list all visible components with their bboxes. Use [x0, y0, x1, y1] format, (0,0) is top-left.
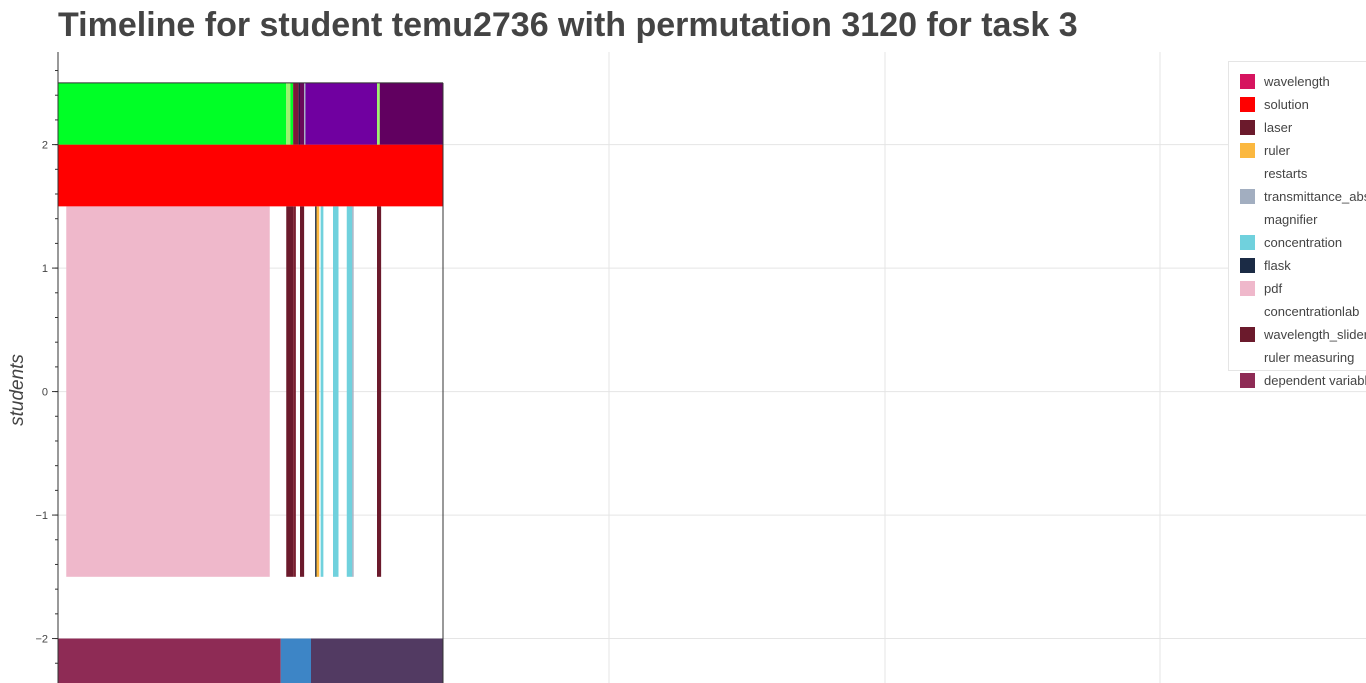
legend-item[interactable]: pdf [1240, 278, 1282, 298]
legend-label: wavelength [1264, 73, 1330, 89]
legend-swatch [1240, 165, 1255, 181]
timeline-bar [290, 82, 294, 145]
timeline-bar [379, 82, 443, 145]
legend-swatch [1240, 73, 1255, 89]
legend-item[interactable]: ruler measuring [1240, 347, 1354, 367]
timeline-bar [311, 638, 443, 683]
timeline-bars [58, 82, 443, 683]
legend-swatch [1240, 142, 1255, 158]
legend-swatch [1240, 119, 1255, 135]
legend-label: flask [1264, 257, 1291, 273]
legend-item[interactable]: solution [1240, 94, 1309, 114]
legend-label: concentration [1264, 234, 1343, 250]
legend-label: magnifier [1264, 211, 1318, 227]
y-axis: 2 1 0 −1 −2 [35, 52, 59, 683]
timeline-bar [66, 206, 270, 577]
timeline-bar [58, 82, 287, 145]
legend-label: dependent variable [1264, 372, 1366, 388]
legend-swatch [1240, 349, 1255, 365]
legend-label: ruler measuring [1264, 349, 1355, 365]
legend-label: restarts [1264, 165, 1308, 181]
timeline-bar [58, 144, 443, 207]
plot-frame [58, 82, 444, 683]
y-tick-label: 1 [42, 263, 48, 275]
legend: wavelength solution laser ruler restarts tran… [1228, 61, 1366, 388]
timeline-bar [300, 206, 305, 577]
legend-swatch [1240, 326, 1255, 342]
legend-swatch [1240, 280, 1255, 296]
legend-swatch [1240, 188, 1255, 204]
legend-swatch [1240, 303, 1255, 319]
legend-item[interactable]: laser [1240, 117, 1292, 137]
y-tick-label: −1 [35, 510, 48, 522]
legend-item[interactable]: restarts [1240, 163, 1307, 183]
legend-swatch [1240, 211, 1255, 227]
timeline-bar [300, 82, 305, 145]
timeline-bar [280, 638, 311, 683]
legend-label: ruler [1264, 142, 1291, 158]
legend-swatch [1240, 234, 1255, 250]
y-tick-label: 0 [42, 387, 48, 399]
legend-swatch [1240, 372, 1255, 388]
y-tick-label: −2 [35, 634, 48, 646]
legend-swatch [1240, 96, 1255, 112]
y-axis-label: students [7, 354, 28, 426]
legend-label: concentrationlab [1264, 303, 1360, 319]
legend-item[interactable]: concentration [1240, 232, 1342, 252]
legend-swatch [1240, 257, 1255, 273]
timeline-bar [320, 206, 324, 577]
legend-item[interactable]: dependent variable [1240, 370, 1366, 390]
timeline-bar [58, 638, 281, 683]
legend-label: solution [1264, 96, 1309, 112]
legend-label: laser [1264, 119, 1293, 135]
legend-label: transmittance_abs [1264, 188, 1366, 204]
timeline-bar [286, 206, 294, 577]
timeline-bar [286, 82, 291, 145]
legend-item[interactable]: transmittance_abs [1240, 186, 1366, 206]
timeline-bar [346, 206, 353, 577]
timeline-bar [377, 206, 382, 577]
timeline-bar [298, 82, 300, 145]
timeline-bar [377, 82, 380, 145]
legend-label: pdf [1264, 280, 1283, 296]
timeline-bar [304, 82, 306, 145]
legend-label: wavelength_slider [1264, 326, 1366, 342]
timeline-bar [315, 206, 317, 577]
timeline-bar [293, 206, 296, 577]
timeline-bar [293, 82, 299, 145]
y-tick-label: 2 [42, 140, 48, 152]
timeline-bar [352, 206, 354, 577]
legend-item[interactable]: wavelength [1240, 71, 1330, 91]
legend-item[interactable]: wavelength_slider [1240, 324, 1366, 344]
legend-item[interactable]: ruler [1240, 140, 1290, 160]
legend-item[interactable]: flask [1240, 255, 1291, 275]
timeline-bar [316, 206, 320, 577]
timeline-bar [333, 206, 339, 577]
legend-item[interactable]: concentrationlab [1240, 301, 1359, 321]
timeline-bar [305, 82, 377, 145]
legend-item[interactable]: magnifier [1240, 209, 1317, 229]
chart-title: Timeline for student temu2736 with permu… [58, 6, 1078, 44]
